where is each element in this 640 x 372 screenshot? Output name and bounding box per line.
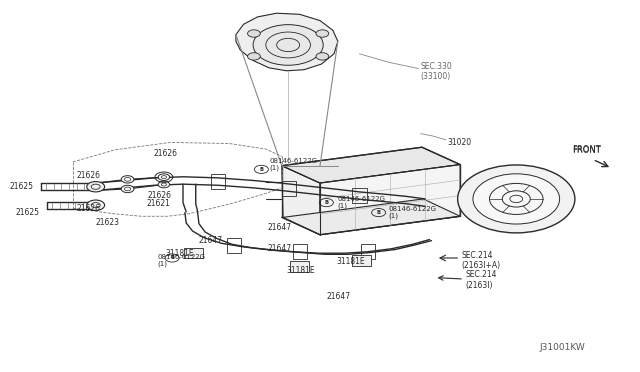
Polygon shape	[236, 13, 338, 71]
Text: 21647: 21647	[268, 223, 292, 232]
Bar	[352, 256, 371, 266]
Circle shape	[158, 181, 170, 188]
Text: SEC.214
(2163I+A): SEC.214 (2163I+A)	[461, 251, 500, 270]
Text: SEC.214
(2163I): SEC.214 (2163I)	[465, 270, 497, 290]
Text: 21647: 21647	[268, 244, 292, 253]
Text: J31001KW: J31001KW	[540, 343, 586, 352]
Text: 21647: 21647	[326, 292, 351, 301]
Circle shape	[458, 165, 575, 233]
Circle shape	[473, 174, 559, 224]
Text: 08146-6122G
(1): 08146-6122G (1)	[269, 158, 317, 171]
Text: 31181E: 31181E	[287, 266, 316, 275]
Text: 08146-6122G
(1): 08146-6122G (1)	[157, 254, 205, 267]
Circle shape	[316, 53, 329, 60]
Bar	[184, 248, 204, 259]
Bar	[290, 261, 309, 272]
Text: FRONT: FRONT	[572, 145, 600, 154]
Text: 21626: 21626	[77, 171, 100, 180]
Bar	[211, 174, 225, 189]
Bar	[282, 181, 296, 196]
Text: 08146-6122G
(1): 08146-6122G (1)	[389, 206, 437, 219]
Polygon shape	[283, 199, 460, 235]
Text: B: B	[170, 256, 174, 260]
Circle shape	[87, 200, 104, 211]
Text: 21621: 21621	[147, 199, 170, 208]
Text: 21625: 21625	[9, 182, 33, 191]
Text: B: B	[259, 167, 264, 172]
Polygon shape	[320, 164, 460, 235]
Bar	[292, 244, 307, 259]
Circle shape	[121, 176, 134, 183]
Text: 08146-6122G
(1): 08146-6122G (1)	[338, 196, 386, 209]
Circle shape	[87, 182, 104, 192]
Bar	[227, 238, 241, 253]
Text: B: B	[376, 210, 381, 215]
Text: 21647: 21647	[199, 236, 223, 245]
Circle shape	[316, 30, 329, 37]
Polygon shape	[282, 147, 460, 183]
Polygon shape	[282, 166, 320, 235]
Bar	[361, 244, 375, 259]
Text: FRONT: FRONT	[572, 147, 600, 155]
Circle shape	[248, 53, 260, 60]
Text: 31181E: 31181E	[166, 249, 195, 258]
Circle shape	[158, 174, 170, 180]
Circle shape	[253, 25, 323, 65]
Text: 21626: 21626	[148, 191, 172, 200]
Bar	[353, 188, 367, 203]
Text: 21623: 21623	[96, 218, 120, 227]
Text: 31020: 31020	[447, 138, 472, 147]
Text: 21626: 21626	[153, 149, 177, 158]
Text: 21626: 21626	[77, 204, 100, 214]
Text: SEC.330
(33100): SEC.330 (33100)	[420, 62, 452, 81]
Text: B: B	[324, 200, 328, 205]
Circle shape	[121, 185, 134, 193]
Text: 31181E: 31181E	[336, 257, 365, 266]
Text: 21625: 21625	[15, 208, 40, 217]
Circle shape	[248, 30, 260, 37]
